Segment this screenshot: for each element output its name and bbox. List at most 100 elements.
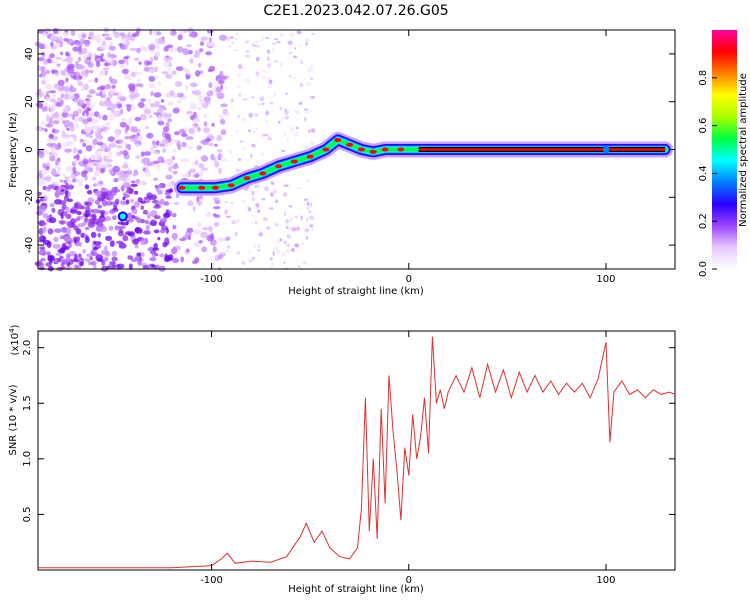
noise-blob bbox=[55, 252, 62, 256]
noise-blob bbox=[192, 174, 200, 178]
noise-blob bbox=[145, 224, 151, 231]
noise-blob bbox=[304, 227, 309, 233]
noise-blob bbox=[49, 53, 55, 59]
noise-blob bbox=[245, 50, 250, 53]
noise-blob bbox=[250, 153, 253, 158]
noise-blob bbox=[281, 252, 286, 257]
noise-blob bbox=[172, 170, 178, 175]
noise-blob bbox=[77, 42, 83, 48]
noise-blob bbox=[272, 42, 276, 45]
noise-blob bbox=[87, 79, 95, 83]
noise-blob bbox=[257, 103, 262, 107]
noise-blob bbox=[165, 121, 170, 128]
noise-blob bbox=[169, 90, 175, 97]
ridge-point bbox=[290, 159, 298, 164]
noise-blob bbox=[167, 101, 174, 106]
noise-blob bbox=[105, 235, 113, 241]
noise-blob bbox=[52, 93, 57, 98]
noise-blob bbox=[90, 117, 99, 124]
noise-blob bbox=[66, 127, 70, 131]
noise-blob bbox=[288, 75, 292, 78]
noise-blob bbox=[39, 246, 46, 250]
noise-blob bbox=[95, 152, 102, 157]
noise-blob bbox=[309, 64, 314, 70]
noise-blob bbox=[310, 128, 316, 133]
noise-blob bbox=[141, 158, 148, 164]
noise-blob bbox=[44, 83, 52, 90]
noise-blob bbox=[57, 97, 62, 102]
noise-blob bbox=[73, 118, 78, 122]
noise-blob bbox=[136, 252, 142, 257]
noise-blob bbox=[104, 145, 111, 152]
noise-blob bbox=[279, 238, 283, 242]
noise-blob bbox=[109, 209, 116, 214]
noise-blob bbox=[121, 117, 127, 121]
noise-blob bbox=[80, 38, 85, 45]
x-tick-label: -100 bbox=[200, 575, 223, 586]
noise-blob bbox=[247, 78, 250, 83]
noise-blob bbox=[181, 173, 190, 178]
noise-blob bbox=[77, 81, 84, 87]
noise-blob bbox=[88, 32, 93, 38]
noise-blob bbox=[120, 201, 128, 206]
noise-blob bbox=[256, 204, 260, 209]
noise-blob bbox=[157, 37, 166, 45]
noise-blob bbox=[306, 82, 312, 86]
noise-blob bbox=[109, 240, 115, 248]
noise-blob bbox=[293, 55, 297, 58]
noise-blob bbox=[72, 147, 78, 154]
noise-blob bbox=[215, 86, 222, 93]
noise-blob bbox=[97, 232, 101, 238]
noise-blob bbox=[41, 51, 46, 58]
noise-blob bbox=[173, 149, 177, 153]
noise-blob bbox=[94, 77, 99, 83]
noise-blob bbox=[92, 247, 99, 251]
noise-blob bbox=[149, 221, 157, 226]
noise-blob bbox=[207, 142, 215, 147]
noise-blob bbox=[243, 187, 249, 191]
noise-blob bbox=[203, 121, 208, 127]
colorbar-tick-label: 0.8 bbox=[698, 70, 709, 86]
noise-blob bbox=[241, 199, 247, 204]
noise-blob bbox=[193, 242, 200, 247]
noise-blob bbox=[140, 98, 146, 102]
noise-blob bbox=[276, 241, 282, 244]
noise-blob bbox=[47, 184, 54, 190]
noise-blob bbox=[158, 156, 164, 164]
noise-blob bbox=[92, 138, 99, 146]
noise-blob bbox=[90, 35, 97, 41]
noise-blob bbox=[159, 189, 163, 195]
noise-blob bbox=[196, 145, 202, 151]
noise-blob bbox=[149, 114, 153, 119]
noise-blob bbox=[261, 102, 265, 106]
colorbar-tick-label: 0.4 bbox=[698, 165, 709, 181]
snr-series-line bbox=[38, 336, 676, 569]
noise-blob bbox=[288, 51, 292, 55]
colorbar-tick-label: 0.6 bbox=[698, 118, 709, 134]
noise-blob bbox=[131, 208, 138, 215]
noise-blob bbox=[153, 92, 162, 98]
noise-blob bbox=[227, 36, 230, 42]
noise-blob bbox=[61, 204, 67, 211]
noise-blob bbox=[64, 266, 72, 271]
noise-blob bbox=[134, 140, 142, 146]
noise-blob bbox=[279, 106, 283, 111]
noise-blob bbox=[148, 83, 156, 89]
noise-blob bbox=[70, 134, 77, 138]
noise-blob bbox=[239, 140, 244, 143]
noise-blob bbox=[219, 118, 226, 125]
noise-blob bbox=[37, 57, 44, 61]
noise-blob bbox=[224, 237, 230, 242]
ridge-point bbox=[346, 142, 354, 147]
noise-blob bbox=[304, 110, 310, 114]
noise-blob bbox=[295, 126, 300, 130]
noise-blob bbox=[138, 61, 142, 65]
noise-blob bbox=[76, 215, 84, 220]
noise-blob bbox=[142, 46, 148, 52]
noise-blob bbox=[176, 99, 182, 104]
noise-blob bbox=[60, 51, 64, 56]
noise-blob bbox=[212, 213, 217, 217]
noise-blob bbox=[126, 104, 132, 112]
noise-blob bbox=[159, 104, 165, 110]
noise-blob bbox=[310, 140, 315, 145]
